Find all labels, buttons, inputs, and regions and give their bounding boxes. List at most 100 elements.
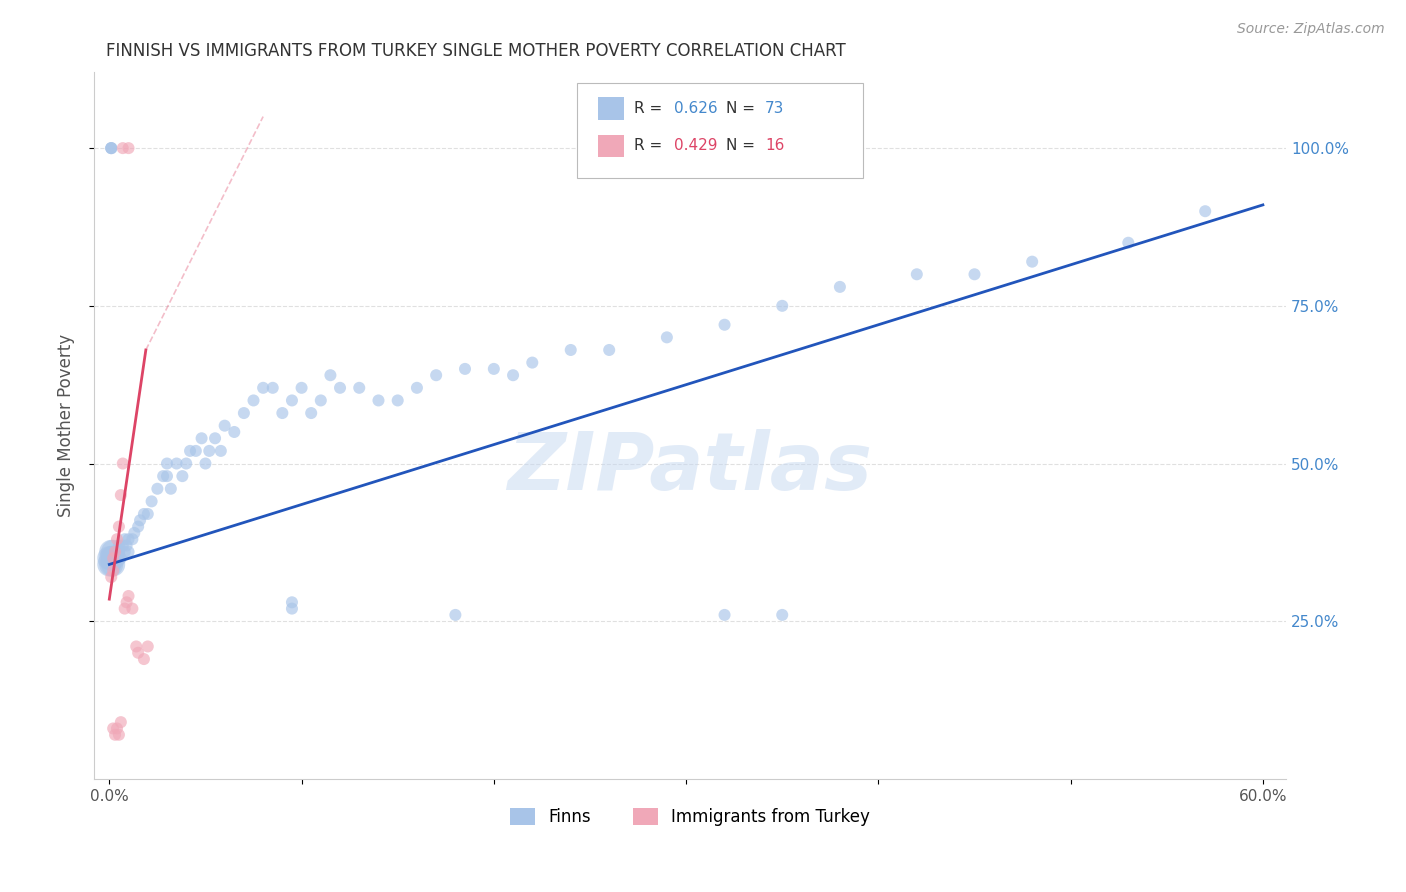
- Point: [290, 381, 312, 395]
- Point: [100, 545, 122, 559]
- Point: [117, 545, 139, 559]
- Point: [111, 141, 134, 155]
- Point: [136, 640, 159, 654]
- Point: [129, 513, 152, 527]
- FancyBboxPatch shape: [598, 135, 624, 157]
- Point: [194, 457, 217, 471]
- Point: [132, 507, 155, 521]
- Point: [100, 141, 122, 155]
- Point: [1116, 235, 1139, 250]
- Point: [828, 280, 851, 294]
- Point: [179, 443, 201, 458]
- Point: [114, 533, 136, 547]
- Point: [100, 551, 122, 566]
- Point: [262, 381, 284, 395]
- Point: [108, 728, 131, 742]
- Point: [101, 722, 124, 736]
- Point: [209, 443, 232, 458]
- Point: [770, 607, 793, 622]
- Point: [104, 558, 127, 572]
- Point: [111, 457, 134, 471]
- Point: [299, 406, 322, 420]
- Y-axis label: Single Mother Poverty: Single Mother Poverty: [58, 334, 75, 517]
- Point: [104, 545, 127, 559]
- Point: [108, 539, 131, 553]
- Point: [905, 267, 928, 281]
- Point: [100, 558, 122, 572]
- Point: [281, 393, 304, 408]
- Point: [146, 482, 169, 496]
- Point: [108, 519, 131, 533]
- Point: [124, 525, 146, 540]
- Point: [156, 469, 179, 483]
- Point: [252, 381, 274, 395]
- Point: [198, 443, 221, 458]
- Point: [1021, 254, 1043, 268]
- Point: [502, 368, 524, 383]
- Point: [319, 368, 342, 383]
- Point: [454, 362, 477, 376]
- Point: [136, 507, 159, 521]
- Point: [156, 457, 179, 471]
- Point: [127, 519, 149, 533]
- Point: [121, 601, 143, 615]
- Point: [101, 545, 124, 559]
- Point: [101, 545, 124, 559]
- Point: [101, 551, 124, 566]
- Point: [100, 551, 122, 566]
- Point: [309, 393, 332, 408]
- Point: [387, 393, 409, 408]
- Point: [963, 267, 986, 281]
- Text: 16: 16: [765, 138, 785, 153]
- Point: [482, 362, 505, 376]
- FancyBboxPatch shape: [598, 97, 624, 120]
- Point: [110, 488, 132, 502]
- Text: 73: 73: [765, 101, 785, 116]
- Point: [101, 558, 124, 572]
- Point: [141, 494, 163, 508]
- Point: [329, 381, 352, 395]
- FancyBboxPatch shape: [576, 83, 863, 178]
- Point: [655, 330, 678, 344]
- Point: [232, 406, 254, 420]
- Point: [117, 533, 139, 547]
- Point: [152, 469, 174, 483]
- Point: [108, 545, 131, 559]
- Point: [104, 545, 127, 559]
- Point: [349, 381, 371, 395]
- Point: [166, 457, 188, 471]
- Point: [100, 545, 122, 559]
- Point: [104, 728, 127, 742]
- Text: 0.429: 0.429: [675, 138, 718, 153]
- Point: [271, 406, 294, 420]
- Point: [115, 539, 138, 553]
- Point: [101, 564, 124, 578]
- Point: [281, 595, 304, 609]
- Text: 0.626: 0.626: [675, 101, 718, 116]
- Point: [100, 570, 122, 584]
- Point: [406, 381, 429, 395]
- Point: [110, 715, 132, 730]
- Point: [105, 533, 128, 547]
- Point: [127, 646, 149, 660]
- Point: [121, 533, 143, 547]
- Point: [114, 601, 136, 615]
- Point: [98, 558, 121, 572]
- Text: R =: R =: [634, 101, 666, 116]
- Point: [598, 343, 620, 357]
- Point: [101, 558, 124, 572]
- Point: [174, 457, 197, 471]
- Point: [242, 393, 264, 408]
- Text: N =: N =: [725, 101, 759, 116]
- Point: [115, 595, 138, 609]
- Point: [100, 558, 122, 572]
- Legend: Finns, Immigrants from Turkey: Finns, Immigrants from Turkey: [502, 799, 879, 834]
- Point: [114, 545, 136, 559]
- Point: [98, 551, 121, 566]
- Point: [190, 431, 212, 445]
- Point: [101, 551, 124, 566]
- Point: [117, 141, 139, 155]
- Point: [367, 393, 389, 408]
- Point: [100, 141, 122, 155]
- Point: [204, 431, 226, 445]
